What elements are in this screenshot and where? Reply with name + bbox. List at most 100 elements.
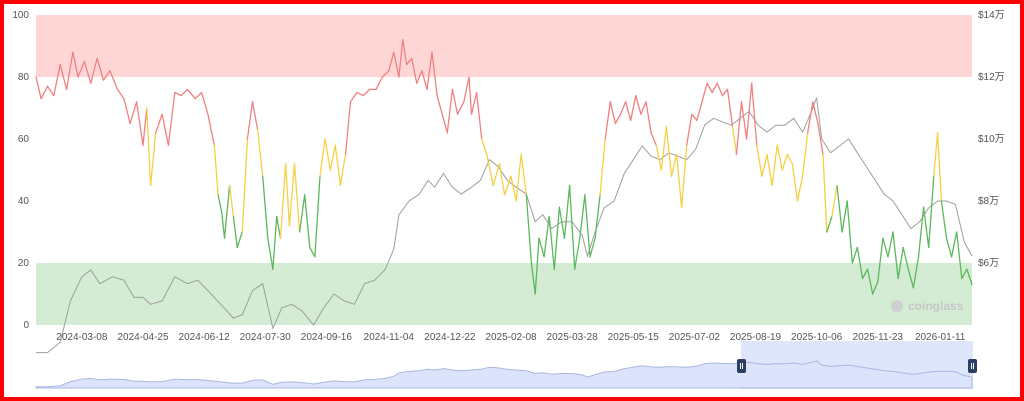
index-segment [940,200,948,239]
index-segment [362,88,371,97]
index-segment [194,91,203,100]
index-segment [781,153,788,171]
index-segment [510,175,517,202]
index-segment [232,215,238,249]
index-segment [40,85,49,100]
index-segment [503,175,512,196]
index-segment [791,163,799,202]
price-line-path [36,97,973,354]
x-tick-label: 2025-05-15 [608,332,660,343]
index-segment [897,246,904,280]
index-segment [90,57,98,84]
index-segment [492,163,501,187]
zone-bands [36,15,972,325]
index-segment [706,82,713,94]
index-segment [309,246,316,258]
index-segment [416,70,423,84]
index-segment [83,60,92,84]
y-right-tick-label: $8万 [978,196,999,207]
index-segment [902,246,909,270]
index-segment [807,101,814,134]
index-segment [609,101,617,125]
index-segment [375,76,384,91]
index-segment [907,268,915,289]
index-segment [731,125,738,156]
index-segment [882,237,889,258]
index-segment [665,125,673,177]
index-segment [936,132,943,202]
x-tick-label: 2025-07-02 [669,332,721,343]
index-segment [766,153,773,187]
index-segment [817,122,824,156]
index-segment [431,51,438,97]
index-segment [751,82,758,146]
index-segment [866,268,874,295]
index-segment [180,88,189,97]
index-segment [579,194,586,239]
index-segment [59,63,68,91]
index-segment [223,184,231,239]
index-segment [584,194,591,258]
index-segment [470,91,478,115]
index-segment [856,246,864,280]
index-segment [928,175,935,249]
index-segment [314,175,321,258]
x-tick-label: 2024-04-25 [117,332,169,343]
index-segment [716,82,724,97]
index-segment [77,60,86,78]
navigator-handle-right[interactable] [968,359,977,373]
index-segment [553,206,561,270]
index-segment [298,194,306,233]
index-segment [548,215,555,270]
index-segment [686,113,693,146]
index-segment [388,51,395,72]
x-tick-label: 2025-10-06 [791,332,843,343]
index-segment [441,113,448,134]
index-segment [241,138,249,233]
index-segment [650,132,657,146]
index-segment [329,144,336,171]
index-segment [463,76,470,103]
index-segment [530,262,536,295]
index-segment [72,51,79,78]
index-segment [945,237,953,258]
index-segment [966,268,973,286]
index-segment [65,51,74,91]
index-segment [349,91,358,103]
index-segment [161,113,170,146]
index-segment [645,101,652,134]
y-right-tick-label: $10万 [978,134,1005,145]
index-segment [599,138,606,196]
index-segment [35,76,42,100]
index-segment [776,144,783,171]
index-segment [411,57,418,84]
index-segment [451,88,459,115]
index-segment [655,144,662,171]
index-segment [174,91,182,97]
index-segment [262,175,269,239]
index-segment [405,57,413,66]
y-axis-right: $6万 $8万 $10万 $12万 $14万 [978,10,1005,269]
index-segment [568,184,576,270]
index-segment [402,39,408,66]
index-segment [324,138,331,171]
coinglass-logo-icon [891,300,903,312]
index-segment [922,206,930,249]
index-segment [604,101,611,140]
index-segment [956,231,963,280]
index-segment [468,76,473,115]
index-segment [456,101,465,115]
x-tick-label: 2024-07-30 [240,332,292,343]
index-segment [836,184,843,233]
index-segment [691,113,698,122]
index-segment [670,153,678,177]
index-segment [221,212,226,239]
index-segment [475,91,483,140]
navigator-handle-left[interactable] [737,359,746,373]
range-navigator[interactable] [35,341,977,389]
index-segment [236,231,243,249]
index-segment [796,175,804,202]
index-segment [841,200,848,233]
index-segment [267,237,274,270]
